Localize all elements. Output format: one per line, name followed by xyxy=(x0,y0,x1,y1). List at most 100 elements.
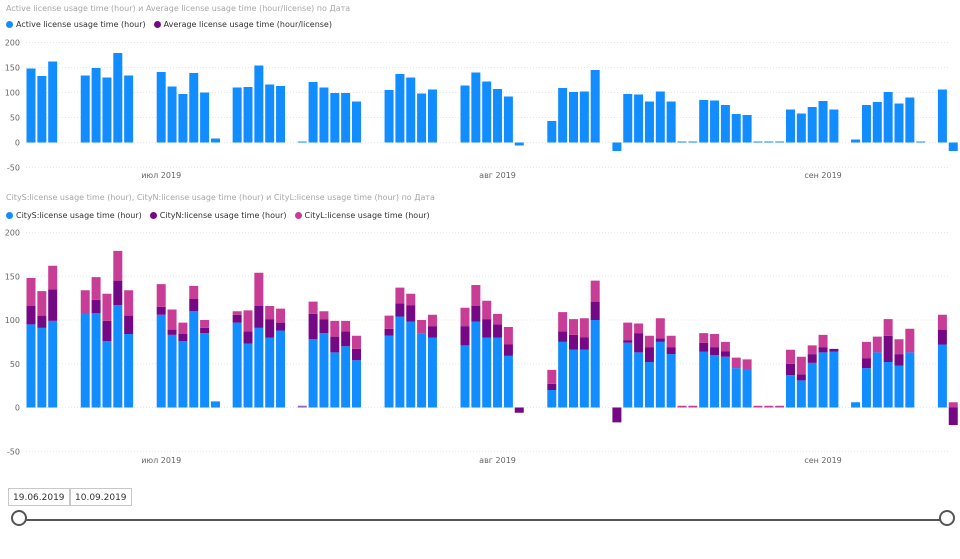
bar-cityl[interactable] xyxy=(265,306,275,320)
bar-citys[interactable] xyxy=(297,406,307,408)
bar-active[interactable] xyxy=(395,74,405,143)
bar-cityn[interactable] xyxy=(558,331,568,342)
bar-cityn[interactable] xyxy=(48,289,58,321)
bar-cityn[interactable] xyxy=(26,306,36,325)
bar-active[interactable] xyxy=(26,68,36,143)
bar-active[interactable] xyxy=(200,92,210,143)
bar-active[interactable] xyxy=(276,86,286,143)
bar-citys[interactable] xyxy=(818,352,828,408)
bar-active[interactable] xyxy=(308,82,318,143)
bar-citys[interactable] xyxy=(503,355,513,408)
bar-active[interactable] xyxy=(493,89,503,143)
chart1-plot[interactable]: -50 0 50 100 150 200 июл 2019 авг 2019 сен 2019 xyxy=(0,0,960,190)
bar-active[interactable] xyxy=(612,142,622,152)
bar-cityl[interactable] xyxy=(883,319,893,336)
bar-active[interactable] xyxy=(764,141,774,143)
bar-cityl[interactable] xyxy=(807,345,817,355)
bar-citys[interactable] xyxy=(254,327,264,408)
bar-active[interactable] xyxy=(742,115,752,143)
bar-citys[interactable] xyxy=(482,337,492,408)
bar-citys[interactable] xyxy=(427,337,437,408)
bar-cityn[interactable] xyxy=(330,336,340,353)
bar-cityn[interactable] xyxy=(232,314,242,323)
bar-active[interactable] xyxy=(699,100,709,143)
bar-cityl[interactable] xyxy=(731,357,741,369)
bar-active[interactable] xyxy=(341,93,351,143)
bar-citys[interactable] xyxy=(905,352,915,408)
bar-cityn[interactable] xyxy=(818,347,828,353)
bar-active[interactable] xyxy=(775,141,785,143)
bar-cityn[interactable] xyxy=(200,327,210,334)
bar-active[interactable] xyxy=(384,90,394,143)
chart2-legend-item-citys[interactable]: CityS:license usage time (hour) xyxy=(6,211,142,220)
bar-cityn[interactable] xyxy=(861,358,871,369)
bar-citys[interactable] xyxy=(26,324,36,408)
chart1-legend-item-active[interactable]: Active license usage time (hour) xyxy=(6,20,146,29)
bar-citys[interactable] xyxy=(471,321,481,408)
bar-active[interactable] xyxy=(786,109,795,143)
bar-citys[interactable] xyxy=(644,362,654,408)
bar-active[interactable] xyxy=(482,81,492,143)
bar-cityl[interactable] xyxy=(655,318,665,339)
bar-citys[interactable] xyxy=(579,349,589,408)
bar-cityn[interactable] xyxy=(493,324,503,338)
bar-citys[interactable] xyxy=(232,322,242,408)
bar-cityn[interactable] xyxy=(634,333,644,353)
bar-active[interactable] xyxy=(330,93,340,143)
bar-cityl[interactable] xyxy=(341,320,351,332)
bar-citys[interactable] xyxy=(48,320,58,408)
bar-cityn[interactable] xyxy=(395,303,405,317)
date-slider-start-handle[interactable] xyxy=(11,510,27,526)
bar-cityl[interactable] xyxy=(818,334,828,348)
bar-cityn[interactable] xyxy=(829,348,839,352)
bar-cityl[interactable] xyxy=(406,293,416,306)
bar-cityl[interactable] xyxy=(297,405,307,407)
bar-cityl[interactable] xyxy=(493,313,503,325)
chart2-legend-item-cityn[interactable]: CityN:license usage time (hour) xyxy=(149,211,287,220)
bar-citys[interactable] xyxy=(113,305,123,408)
bar-active[interactable] xyxy=(406,77,416,143)
bar-cityl[interactable] xyxy=(644,335,654,348)
bar-citys[interactable] xyxy=(666,354,676,408)
bar-cityn[interactable] xyxy=(352,348,361,361)
bar-citys[interactable] xyxy=(699,351,709,408)
bar-cityl[interactable] xyxy=(200,320,210,328)
bar-cityn[interactable] xyxy=(948,407,958,426)
bar-active[interactable] xyxy=(91,68,101,143)
date-slider-track[interactable] xyxy=(19,519,947,521)
bar-citys[interactable] xyxy=(102,341,112,408)
bar-cityn[interactable] xyxy=(514,407,524,413)
bar-active[interactable] xyxy=(514,142,524,146)
bar-cityl[interactable] xyxy=(178,322,188,334)
bar-citys[interactable] xyxy=(851,402,861,408)
bar-citys[interactable] xyxy=(872,352,882,408)
bar-cityn[interactable] xyxy=(156,306,166,315)
bar-cityl[interactable] xyxy=(872,336,882,353)
bar-citys[interactable] xyxy=(861,368,871,408)
bar-cityl[interactable] xyxy=(167,309,177,330)
bar-cityn[interactable] xyxy=(243,331,253,344)
bar-active[interactable] xyxy=(731,114,741,143)
bar-cityl[interactable] xyxy=(623,322,633,341)
bar-cityl[interactable] xyxy=(330,320,340,337)
bar-active[interactable] xyxy=(547,121,557,143)
bar-cityl[interactable] xyxy=(482,300,492,320)
bar-cityn[interactable] xyxy=(883,335,893,362)
bar-cityn[interactable] xyxy=(720,351,730,357)
bar-citys[interactable] xyxy=(710,355,720,408)
bar-active[interactable] xyxy=(80,75,90,143)
bar-cityl[interactable] xyxy=(80,290,90,313)
bar-citys[interactable] xyxy=(91,313,101,408)
bar-citys[interactable] xyxy=(547,390,557,408)
bar-cityl[interactable] xyxy=(48,265,58,290)
bar-citys[interactable] xyxy=(308,339,318,408)
bar-cityn[interactable] xyxy=(937,329,947,345)
bar-citys[interactable] xyxy=(829,351,839,408)
bar-citys[interactable] xyxy=(124,334,134,408)
bar-active[interactable] xyxy=(352,101,361,143)
bar-cityn[interactable] xyxy=(655,338,665,342)
bar-citys[interactable] xyxy=(352,360,361,408)
bar-citys[interactable] xyxy=(189,311,199,408)
bar-cityn[interactable] xyxy=(189,299,199,312)
bar-citys[interactable] xyxy=(276,330,286,408)
